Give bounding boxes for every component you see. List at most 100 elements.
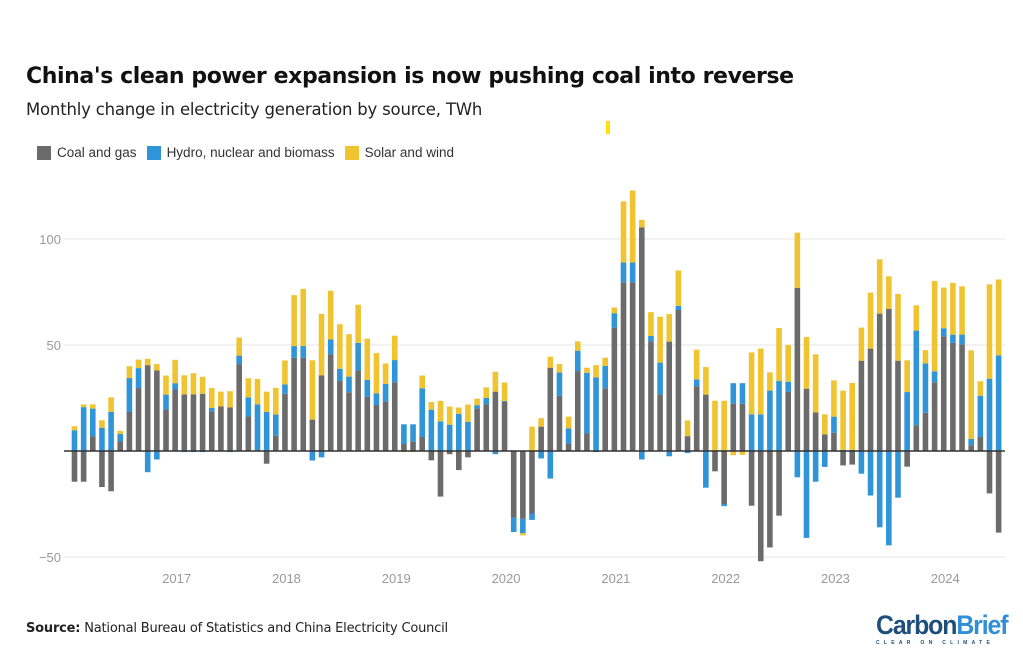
carbonbrief-logo[interactable]: CarbonBrief CLEAR ON CLIMATE <box>876 610 1019 647</box>
bar-hydro <box>538 451 544 459</box>
bar-hydro <box>822 451 828 467</box>
bar-solar <box>126 366 133 379</box>
bar-hydro <box>401 424 407 445</box>
bar-solar <box>922 350 929 364</box>
bar-coal <box>977 437 984 451</box>
bar-coal <box>831 432 837 451</box>
x-axis-ticks: 2017 2018 2019 2020 2021 2022 2023 2024 <box>162 571 960 586</box>
bar-coal <box>501 401 508 451</box>
bar-hydro <box>858 451 865 474</box>
bar-hydro <box>144 451 151 473</box>
bar-solar <box>199 376 206 394</box>
bar-hydro <box>767 390 773 451</box>
bar-hydro <box>556 372 563 396</box>
bar-hydro <box>90 408 96 437</box>
x-tick-label: 2024 <box>931 571 960 586</box>
bar-coal <box>822 434 828 451</box>
bar-coal <box>995 451 1002 533</box>
bar-solar <box>593 365 599 378</box>
bar-solar <box>364 338 371 380</box>
legend-item-coal[interactable]: Coal and gas <box>37 145 137 160</box>
bar-coal <box>931 382 938 451</box>
bar-solar <box>282 360 288 385</box>
bar-coal <box>886 308 892 451</box>
bar-coal <box>456 451 462 471</box>
bar-hydro <box>391 360 398 383</box>
legend-item-hydro[interactable]: Hydro, nuclear and biomass <box>146 145 335 160</box>
bar-hydro <box>803 451 810 538</box>
bar-solar <box>465 404 471 422</box>
bar-coal <box>959 344 965 451</box>
bar-solar <box>291 295 297 347</box>
bar-hydro <box>355 342 361 371</box>
bar-solar <box>721 400 727 451</box>
bar-coal <box>401 444 407 451</box>
legend-item-solar[interactable]: Solar and wind <box>344 145 454 160</box>
bar-coal <box>163 409 169 451</box>
bar-solar <box>840 390 846 450</box>
bar-solar <box>218 391 224 407</box>
bar-solar <box>739 451 746 455</box>
bar-solar <box>904 360 910 393</box>
legend-label-hydro: Hydro, nuclear and biomass <box>166 145 335 160</box>
bar-coal <box>904 451 910 467</box>
bar-hydro <box>501 400 508 402</box>
bar-solar <box>428 402 435 410</box>
bar-solar <box>144 358 151 366</box>
bar-solar <box>300 288 307 347</box>
bar-hydro <box>684 451 691 454</box>
bar-solar <box>940 287 947 329</box>
legend-swatch-coal <box>37 145 51 160</box>
bar-coal <box>218 406 224 451</box>
bar-coal <box>520 451 526 519</box>
bar-hydro <box>492 451 499 455</box>
bar-solar <box>876 259 883 314</box>
bar-hydro <box>428 409 435 451</box>
bar-coal <box>538 426 544 451</box>
bar-hydro <box>382 384 389 402</box>
bar-hydro <box>419 388 425 438</box>
bar-coal <box>364 396 371 451</box>
bar-hydro <box>703 451 709 488</box>
logo-tagline: CLEAR ON CLIMATE <box>876 640 995 646</box>
bar-solar <box>501 382 508 401</box>
bar-coal <box>465 451 471 458</box>
bar-coal <box>757 451 764 562</box>
bar-hydro <box>959 334 965 345</box>
bar-solar <box>263 391 270 412</box>
bar-coal <box>776 451 782 516</box>
bar-hydro <box>675 305 682 311</box>
bar-coal <box>767 451 773 548</box>
bar-hydro <box>977 395 984 438</box>
bar-solar <box>181 375 188 395</box>
bar-hydro <box>263 411 270 451</box>
bar-hydro <box>236 355 242 365</box>
bar-solar <box>794 232 801 288</box>
bar-coal <box>273 435 279 451</box>
logo-part-brief: Brief <box>956 610 1008 640</box>
bar-coal <box>858 360 865 451</box>
bar-solar <box>867 292 874 349</box>
x-tick-label: 2017 <box>162 571 191 586</box>
bar-coal <box>227 407 233 451</box>
bar-solar <box>99 420 105 428</box>
bar-solar <box>959 286 965 335</box>
bar-solar <box>620 201 627 263</box>
bar-solar <box>456 407 462 414</box>
bar-solar <box>556 364 563 373</box>
bar-coal <box>245 416 252 451</box>
legend-label-solar: Solar and wind <box>364 145 454 160</box>
bar-coal <box>437 451 444 497</box>
bar-solar <box>373 353 380 394</box>
x-tick-label: 2018 <box>272 571 301 586</box>
bar-hydro <box>154 451 160 460</box>
bar-hydro <box>886 451 892 546</box>
bar-hydro <box>446 424 453 451</box>
y-axis-ticks: −50 50 100 <box>39 232 61 565</box>
bar-coal <box>803 388 810 451</box>
bar-coal <box>419 437 425 451</box>
bar-coal <box>410 441 416 451</box>
bar-hydro <box>995 355 1002 451</box>
bar-hydro <box>273 414 279 436</box>
bar-hydro <box>80 407 87 451</box>
